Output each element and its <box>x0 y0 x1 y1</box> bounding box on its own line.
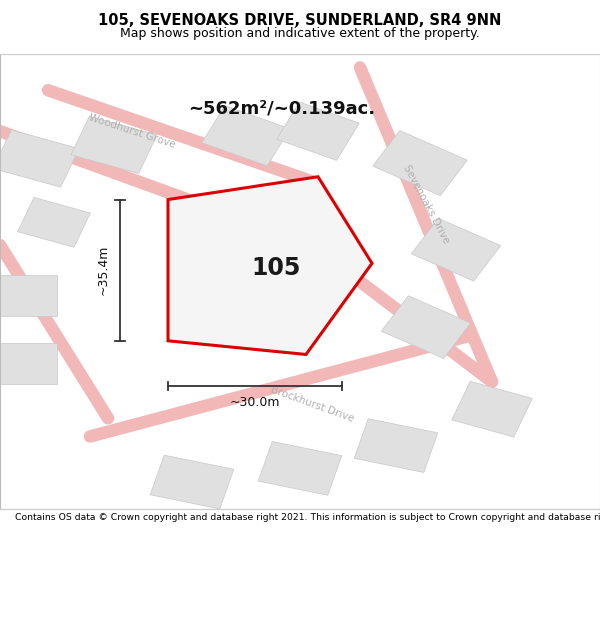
Text: Contains OS data © Crown copyright and database right 2021. This information is : Contains OS data © Crown copyright and d… <box>15 513 600 522</box>
Polygon shape <box>373 131 467 196</box>
Text: Map shows position and indicative extent of the property.: Map shows position and indicative extent… <box>120 28 480 40</box>
Text: Brockhurst Drive: Brockhurst Drive <box>269 385 355 424</box>
Polygon shape <box>412 218 500 281</box>
Text: ~30.0m: ~30.0m <box>230 396 280 409</box>
Polygon shape <box>168 177 372 354</box>
Polygon shape <box>0 343 57 384</box>
Polygon shape <box>0 275 57 316</box>
Text: ~35.4m: ~35.4m <box>96 245 109 296</box>
Text: 105, SEVENOAKS DRIVE, SUNDERLAND, SR4 9NN: 105, SEVENOAKS DRIVE, SUNDERLAND, SR4 9N… <box>98 13 502 28</box>
Polygon shape <box>17 198 91 248</box>
Polygon shape <box>452 381 532 437</box>
Polygon shape <box>258 441 342 495</box>
Polygon shape <box>202 106 290 166</box>
Text: Sevenoaks Drive: Sevenoaks Drive <box>401 163 451 245</box>
Polygon shape <box>382 296 470 359</box>
Polygon shape <box>150 455 234 509</box>
Text: Woodhurst Grove: Woodhurst Grove <box>88 112 176 150</box>
Polygon shape <box>277 102 359 161</box>
Polygon shape <box>0 130 79 187</box>
Text: ~562m²/~0.139ac.: ~562m²/~0.139ac. <box>188 99 376 118</box>
Polygon shape <box>354 419 438 472</box>
Text: 105: 105 <box>251 256 301 280</box>
Polygon shape <box>71 116 157 174</box>
